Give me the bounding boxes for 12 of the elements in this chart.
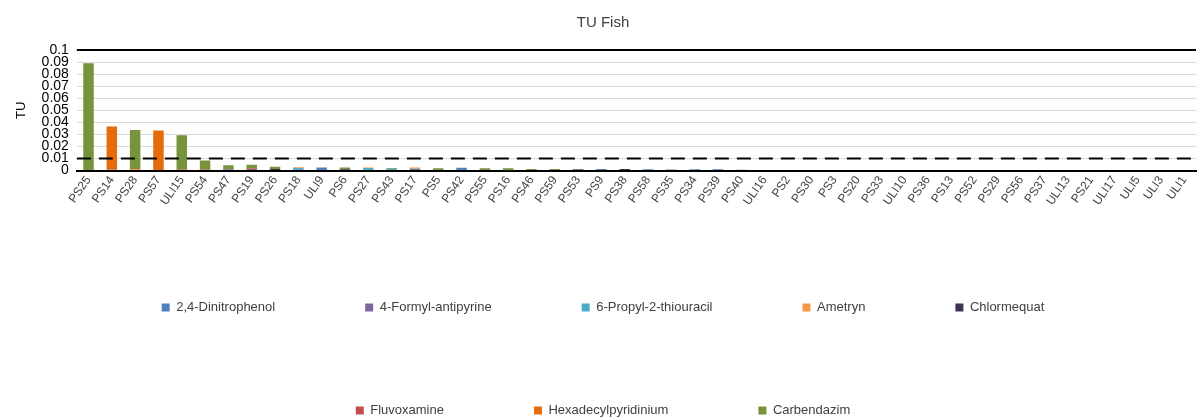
legend-label: Fluvoxamine — [370, 402, 444, 418]
legend-label: 2,4-Dinitrophenol — [176, 299, 276, 315]
chart-title: TU Fish — [576, 13, 630, 31]
y-tick-label: 0 — [61, 161, 70, 178]
legend-label: Chlormequat — [969, 299, 1045, 315]
y-axis-title: TU — [13, 101, 29, 119]
y-tick-label: 0.1 — [49, 40, 70, 57]
legend-label: 6-Propyl-2-thiouracil — [596, 299, 713, 315]
legend-label: Ametryn — [816, 299, 866, 315]
legend-label: Hexadecylpyridinium — [548, 402, 669, 418]
legend-label: 4-Formyl-antipyrine — [379, 299, 492, 315]
legend-label: Carbendazim — [772, 402, 851, 418]
